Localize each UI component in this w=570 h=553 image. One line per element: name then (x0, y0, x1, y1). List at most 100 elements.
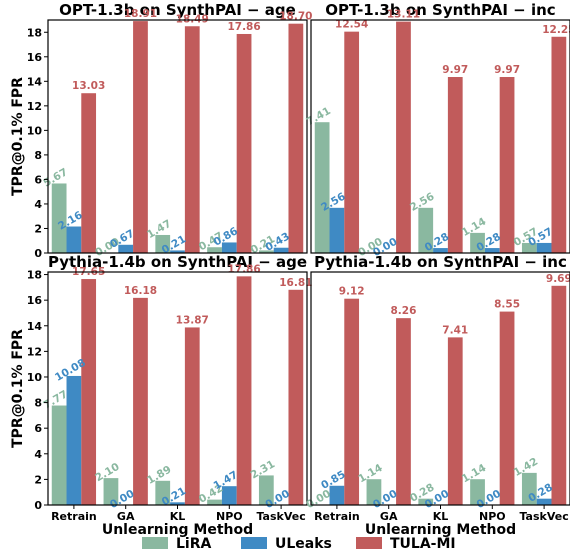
legend-swatch (356, 537, 382, 549)
bar-uleaks-retrain (329, 207, 345, 253)
axes-frame (47, 19, 308, 254)
bar-tula-mi-npo (236, 276, 252, 505)
data-label-tula-mi: 9.97 (494, 64, 520, 76)
bar-tula-mi-retrain (81, 279, 97, 505)
bar-lira-npo (207, 247, 222, 253)
bar-lira-kl (155, 480, 171, 505)
y-tick-label: 4 (34, 448, 42, 461)
data-label-lira: 0.00 (304, 488, 332, 511)
x-axis-label: Unlearning Method (365, 522, 516, 538)
axes-frame (310, 19, 570, 254)
data-label-tula-mi: 7.41 (442, 324, 468, 336)
bar-lira-ga (103, 478, 119, 505)
bar-tula-mi-retrain (344, 298, 360, 505)
legend-item-tula-mi: TULA-MI (356, 536, 456, 552)
bar-uleaks-ga (118, 244, 134, 253)
x-tick-label: NPO (479, 510, 506, 523)
y-tick-label: 2 (34, 473, 42, 486)
y-tick-label: 2 (34, 222, 42, 235)
bar-tula-mi-ga (396, 318, 411, 505)
bar-tula-mi-ga (133, 297, 148, 505)
panel-1: OPT-1.3b on SynthPAI − age5.670.001.470.… (10, 1, 312, 260)
data-label-tula-mi: 18.49 (176, 13, 209, 25)
bar-uleaks-retrain (66, 226, 82, 253)
panel-title: Pythia-1.4b on SynthPAI − inc (314, 253, 567, 271)
x-tick-label: GA (117, 510, 135, 523)
bar-lira-ga (366, 479, 382, 505)
bar-tula-mi-retrain (81, 93, 97, 253)
data-label-tula-mi: 9.69 (546, 273, 570, 285)
y-tick-label: 6 (34, 422, 42, 435)
x-axis-label: Unlearning Method (102, 522, 253, 538)
x-tick-label: TaskVec (519, 510, 568, 523)
bar-tula-mi-taskvec (288, 289, 304, 505)
bar-tula-mi-ga (396, 21, 411, 253)
bar-lira-kl (418, 207, 434, 253)
data-label-tula-mi: 16.81 (279, 277, 312, 289)
data-label-tula-mi: 17.86 (227, 21, 260, 33)
y-tick-label: 16 (27, 294, 43, 307)
y-tick-label: 0 (34, 499, 42, 512)
legend-label: TULA-MI (390, 536, 456, 552)
bar-tula-mi-kl (184, 26, 200, 253)
y-axis-label: TPR@0.1% FPR (10, 77, 26, 196)
data-label-tula-mi: 12.25 (542, 24, 570, 36)
bar-tula-mi-npo (499, 77, 515, 253)
data-label-tula-mi: 8.26 (391, 305, 417, 317)
y-tick-label: 10 (27, 124, 43, 137)
y-tick-label: 4 (34, 198, 42, 211)
bar-lira-taskvec (258, 250, 274, 253)
bar-tula-mi-taskvec (551, 36, 567, 254)
bar-tula-mi-kl (184, 327, 200, 505)
y-tick-label: 8 (34, 149, 42, 162)
bar-uleaks-npo (484, 248, 500, 253)
x-tick-label: Retrain (51, 510, 97, 523)
bar-uleaks-taskvec (536, 242, 552, 253)
bar-tula-mi-kl (447, 77, 463, 253)
panel-title: Pythia-1.4b on SynthPAI − age (48, 253, 307, 271)
bar-tula-mi-taskvec (551, 285, 567, 505)
x-tick-label: GA (380, 510, 398, 523)
bar-lira-npo (470, 232, 485, 253)
legend-item-uleaks: ULeaks (241, 536, 332, 552)
data-label-tula-mi: 9.12 (339, 286, 365, 298)
bar-uleaks-npo (221, 242, 237, 253)
bar-uleaks-kl (170, 502, 185, 505)
legend: LiRA ULeaks TULA-MI (142, 536, 456, 552)
y-tick-label: 18 (27, 26, 42, 39)
data-label-tula-mi: 13.03 (72, 80, 105, 92)
panels: OPT-1.3b on SynthPAI − age5.670.001.470.… (10, 1, 570, 538)
bar-tula-mi-npo (499, 311, 515, 505)
legend-label: ULeaks (275, 536, 332, 552)
bar-lira-kl (155, 234, 171, 253)
bar-uleaks-retrain (66, 375, 82, 505)
bar-uleaks-taskvec (536, 498, 552, 505)
y-tick-label: 12 (27, 100, 42, 113)
bar-lira-kl (418, 498, 434, 505)
x-tick-label: TaskVec (256, 510, 305, 523)
panel-title: OPT-1.3b on SynthPAI − age (59, 1, 296, 19)
legend-item-lira: LiRA (142, 536, 212, 552)
bar-lira-taskvec (521, 242, 537, 253)
x-tick-label: Retrain (314, 510, 360, 523)
y-tick-label: 12 (27, 345, 42, 358)
y-tick-label: 8 (34, 397, 42, 410)
x-tick-label: KL (433, 510, 449, 523)
bar-uleaks-kl (170, 250, 185, 253)
bar-lira-npo (207, 499, 222, 505)
legend-swatch (142, 537, 168, 549)
bar-lira-retrain (51, 183, 67, 253)
y-tick-label: 18 (27, 269, 42, 282)
bar-tula-mi-retrain (344, 31, 360, 254)
bar-tula-mi-ga (133, 21, 148, 253)
data-label-tula-mi: 12.54 (335, 19, 368, 31)
bar-lira-retrain (314, 122, 330, 253)
data-label-tula-mi: 18.91 (124, 8, 157, 20)
bar-tula-mi-npo (236, 33, 252, 254)
bar-lira-taskvec (521, 472, 537, 505)
x-tick-label: NPO (216, 510, 243, 523)
legend-swatch (241, 537, 267, 549)
y-tick-label: 6 (34, 173, 42, 186)
